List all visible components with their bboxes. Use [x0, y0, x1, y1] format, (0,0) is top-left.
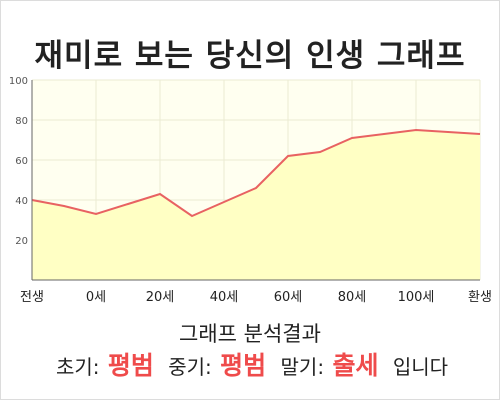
y-tick-labels: 20 40 60 80 100: [9, 76, 28, 247]
y-tick-label-40: 40: [15, 196, 28, 207]
y-tick-label-60: 60: [15, 156, 28, 167]
x-tick-label-1: 0세: [86, 290, 106, 305]
x-tick-label-7: 환생: [468, 290, 492, 305]
x-tick-label-6: 100세: [398, 290, 435, 305]
series-line: [31, 128, 481, 218]
middle-label: 중기:: [168, 355, 212, 379]
x-tick-label-2: 20세: [146, 290, 175, 305]
result-suffix: 입니다: [392, 355, 449, 379]
late-label: 말기:: [280, 355, 325, 379]
y-tick-label-20: 20: [15, 236, 28, 247]
x-tick-labels: 전생 0세 20세 40세 60세 80세 100세 환생: [20, 290, 492, 305]
area-fill: [32, 130, 480, 280]
x-tick-label-0: 전생: [20, 290, 44, 305]
early-label: 초기:: [55, 355, 100, 379]
page-title: 재미로 보는 당신의 인생 그래프: [34, 38, 466, 74]
x-tick-label-3: 40세: [210, 290, 239, 305]
x-tick-label-4: 60세: [274, 290, 303, 305]
life-chart: 20 40 60 80 100 전생 0세 20세 40세 60세 80세 100세 환생: [9, 76, 492, 305]
early-result: 평범: [107, 351, 154, 380]
y-tick-label-100: 100: [9, 76, 28, 87]
x-tick-label-5: 80세: [338, 290, 367, 305]
result-line: 초기: 평범 중기: 평범 말기: 출세 입니다: [0, 346, 500, 382]
late-result: 출세: [332, 351, 379, 380]
middle-result: 평범: [220, 351, 267, 380]
y-tick-label-80: 80: [15, 116, 28, 127]
analysis-title: 그래프 분석결과: [179, 322, 321, 346]
